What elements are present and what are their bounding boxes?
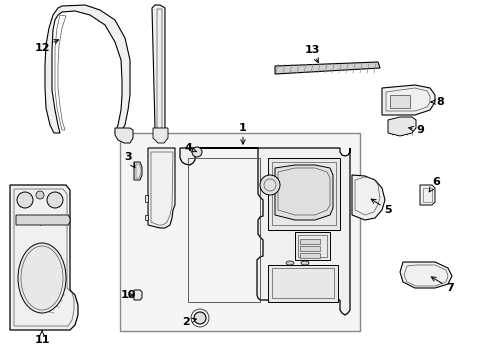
Ellipse shape <box>301 261 309 265</box>
Polygon shape <box>295 232 330 260</box>
Text: 5: 5 <box>371 199 392 215</box>
Polygon shape <box>352 175 385 220</box>
Text: 9: 9 <box>409 125 424 135</box>
Polygon shape <box>300 239 320 244</box>
Circle shape <box>36 191 44 199</box>
Polygon shape <box>115 128 133 143</box>
Polygon shape <box>275 165 333 220</box>
Circle shape <box>192 147 202 157</box>
Polygon shape <box>268 265 338 302</box>
Polygon shape <box>10 185 78 330</box>
Text: 2: 2 <box>182 317 196 327</box>
Polygon shape <box>400 262 452 288</box>
Polygon shape <box>300 253 320 258</box>
Polygon shape <box>388 117 416 136</box>
Text: 11: 11 <box>34 331 50 345</box>
Polygon shape <box>390 95 410 108</box>
Text: 8: 8 <box>431 97 444 107</box>
Ellipse shape <box>286 261 294 265</box>
Circle shape <box>260 175 280 195</box>
Text: 12: 12 <box>34 40 58 53</box>
Polygon shape <box>145 215 148 220</box>
Text: 10: 10 <box>121 290 136 300</box>
Polygon shape <box>268 158 340 230</box>
Polygon shape <box>382 85 435 115</box>
Text: 1: 1 <box>239 123 247 144</box>
Circle shape <box>194 312 206 324</box>
Polygon shape <box>300 246 320 251</box>
Polygon shape <box>134 162 142 180</box>
Text: 3: 3 <box>124 152 135 168</box>
Polygon shape <box>45 5 130 133</box>
Circle shape <box>17 192 33 208</box>
Polygon shape <box>180 148 350 315</box>
FancyBboxPatch shape <box>120 133 360 331</box>
Polygon shape <box>275 62 380 74</box>
Polygon shape <box>145 195 148 202</box>
Polygon shape <box>152 5 165 133</box>
Ellipse shape <box>18 243 66 313</box>
Circle shape <box>47 192 63 208</box>
Polygon shape <box>148 148 175 228</box>
Polygon shape <box>16 215 70 225</box>
Polygon shape <box>420 185 435 205</box>
Text: 6: 6 <box>429 177 440 192</box>
Polygon shape <box>134 290 142 300</box>
Text: 13: 13 <box>304 45 319 63</box>
Text: 4: 4 <box>184 143 196 153</box>
Text: 7: 7 <box>431 277 454 293</box>
Polygon shape <box>153 128 168 143</box>
